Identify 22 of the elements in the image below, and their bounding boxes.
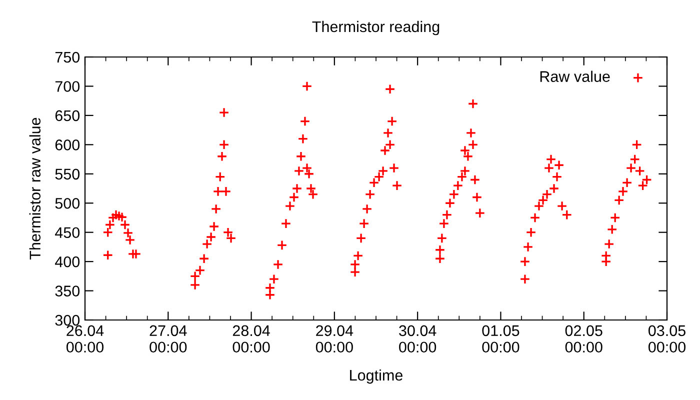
y-axis-title: Thermistor raw value [29, 118, 41, 260]
y-tick-label: 650 [55, 110, 80, 122]
y-tick-label: 350 [55, 286, 80, 296]
x-tick-label: 26.04 00:00 [66, 325, 104, 353]
y-tick-label: 300 [55, 314, 80, 326]
x-tick-label: 29.04 00:00 [316, 325, 354, 353]
y-tick-label: 750 [55, 52, 80, 63]
x-tick-label: 28.04 00:00 [232, 325, 270, 353]
y-tick-label: 600 [55, 140, 80, 150]
x-tick-label: 03.05 00:00 [648, 325, 686, 353]
y-tick-label: 550 [55, 168, 80, 180]
x-tick-label: 30.04 00:00 [399, 325, 436, 353]
y-tick-label: 500 [55, 198, 80, 209]
y-tick-label: 450 [55, 227, 80, 238]
y-tick-label: 700 [55, 81, 80, 92]
y-tick-label: 400 [55, 256, 80, 268]
x-tick-label: 01.05 00:00 [482, 325, 520, 353]
x-tick-label: 27.04 00:00 [150, 325, 187, 353]
legend-label: Raw value [540, 70, 610, 82]
chart-title: Thermistor reading [312, 20, 440, 36]
x-axis-title: Logtime [350, 369, 402, 384]
x-tick-label: 02.05 00:00 [565, 325, 602, 353]
